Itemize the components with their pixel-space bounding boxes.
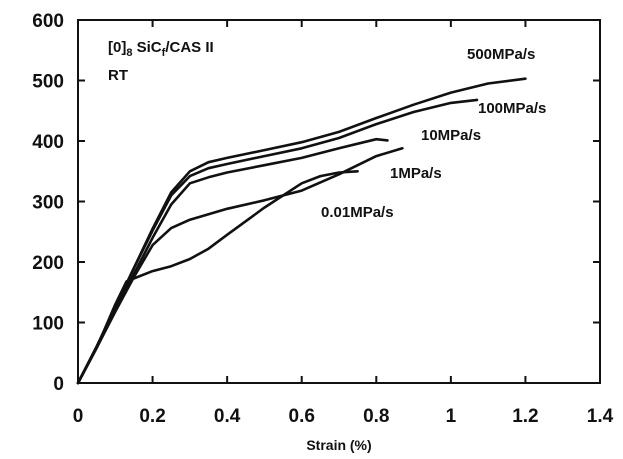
x-tick-label: 0.8 [363, 406, 389, 427]
material-annotation: [0]8 SiCf/CAS II [108, 39, 214, 59]
x-tick-label: 1 [446, 406, 457, 427]
material-sub2: f [162, 47, 166, 59]
x-tick-labels: 0 0.2 0.4 0.6 0.8 1 1.2 1.4 [73, 406, 614, 427]
material-sub: 8 [126, 47, 132, 59]
y-tick-label: 500 [32, 72, 64, 93]
material-mid: SiC [132, 39, 161, 56]
series-line-2 [76, 137, 389, 385]
x-axis-label: Strain (%) [306, 437, 371, 453]
x-tick-label: 0.2 [139, 406, 165, 427]
series-line-1 [76, 98, 479, 385]
series-label-001: 0.01MPa/s [321, 204, 394, 221]
material-main: [0] [108, 39, 126, 56]
x-tick-label: 0.4 [214, 406, 241, 427]
series-line-4 [76, 170, 359, 385]
series-label-100: 100MPa/s [478, 100, 546, 117]
series-line-0 [76, 77, 527, 385]
y-tick-label: 100 [32, 314, 64, 335]
material-tail: /CAS II [165, 39, 213, 56]
y-tick-label: 600 [32, 11, 64, 32]
y-tick-label: 300 [32, 193, 64, 214]
y-tick-label: 400 [32, 132, 64, 153]
plot-frame [77, 19, 601, 384]
y-tick-label: 0 [53, 374, 64, 395]
x-tick-label: 1.2 [512, 406, 538, 427]
axis-ticks [77, 19, 601, 384]
temperature-annotation: RT [108, 67, 128, 84]
x-tick-label: 1.4 [587, 406, 614, 427]
y-tick-label: 200 [32, 253, 64, 274]
series-label-10: 10MPa/s [421, 127, 481, 144]
series-curves [76, 77, 527, 385]
x-tick-label: 0.6 [289, 406, 315, 427]
y-tick-labels: 0 100 200 300 400 500 600 [32, 11, 64, 395]
series-label-1: 1MPa/s [390, 165, 442, 182]
x-tick-label: 0 [73, 406, 84, 427]
series-label-500: 500MPa/s [467, 46, 535, 63]
series-line-3 [76, 147, 404, 385]
